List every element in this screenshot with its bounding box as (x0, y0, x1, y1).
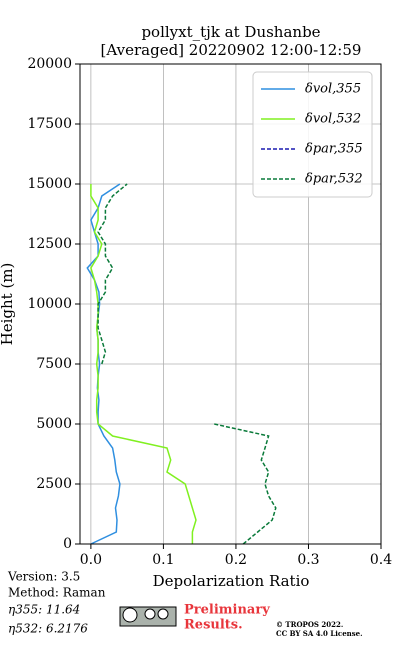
version: Version: 3.5 (7, 570, 80, 584)
eta532: η532: 6.2176 (8, 622, 88, 636)
profile-line (214, 423, 277, 545)
legend-label: δvol,532 (305, 112, 361, 127)
x-tick-label: 0.2 (225, 552, 247, 568)
preliminary: Preliminary (184, 603, 270, 618)
legend-label: δpar,355 (305, 142, 363, 157)
x-tick-label: 0.1 (152, 552, 174, 568)
y-tick-label: 2500 (36, 476, 72, 492)
y-tick-label: 20000 (27, 56, 72, 72)
legend-box (252, 71, 373, 198)
y-tick-label: 17500 (27, 116, 72, 132)
legend-label: δpar,532 (305, 172, 363, 187)
legend-label: δvol,355 (305, 82, 361, 97)
license: CC BY SA 4.0 License. (276, 629, 363, 638)
legend: δvol,355 δvol,532 δpar,355 δpar,532 (252, 71, 373, 198)
y-tick-label: 10000 (27, 296, 72, 312)
x-axis-label: Depolarization Ratio (153, 572, 310, 590)
profile-line (86, 183, 121, 545)
y-tick-label: 0 (63, 536, 72, 552)
eta355: η355: 11.64 (8, 603, 80, 617)
x-tick-label: 0.3 (297, 552, 319, 568)
chart-subtitle: [Averaged] 20220902 12:00-12:59 (101, 41, 362, 59)
y-tick-label: 5000 (36, 416, 72, 432)
cc-logo (119, 606, 177, 627)
y-axis-label: Height (m) (0, 263, 16, 346)
y-tick-label: 15000 (27, 176, 72, 192)
y-tick-label: 12500 (27, 236, 72, 252)
profile-line (90, 184, 197, 544)
method: Method: Raman (8, 586, 106, 600)
x-tick-label: 0.4 (370, 552, 392, 568)
y-tick-label: 7500 (36, 356, 72, 372)
x-tick-label: 0.0 (80, 552, 102, 568)
copyright: © TROPOS 2022. (276, 620, 343, 629)
profile-line (97, 183, 128, 365)
results: Results. (184, 618, 243, 633)
chart-title: pollyxt_tjk at Dushanbe (141, 23, 320, 41)
